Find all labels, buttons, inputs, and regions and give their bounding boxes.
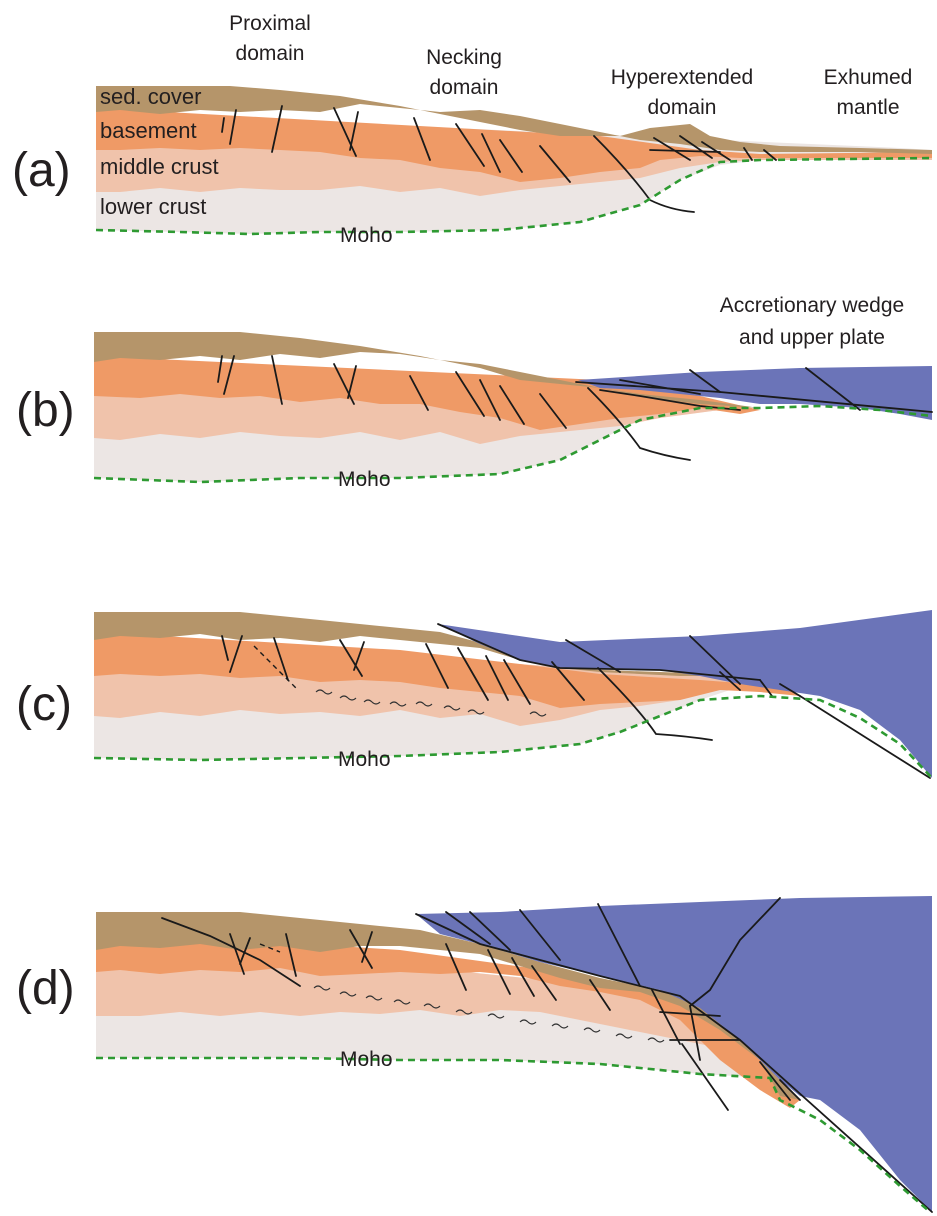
accretionary-label-line2: and upper plate: [739, 326, 885, 349]
moho-label-a: Moho: [340, 224, 393, 247]
moho-line-c: [93, 694, 933, 779]
panel-a-label: (a): [12, 144, 71, 197]
moho-line-a: [95, 156, 933, 236]
upper-plate-d: [416, 896, 932, 1212]
moho-label-d: Moho: [340, 1048, 393, 1071]
faults-d: [161, 897, 933, 1213]
upper-plate-c: [438, 610, 932, 778]
proximal-label-line2: domain: [236, 42, 305, 65]
sed-cover-a: [96, 86, 932, 154]
exhumed-label-line1: Exhumed: [824, 66, 913, 89]
moho-label-b: Moho: [338, 468, 391, 491]
basement-c: [94, 632, 800, 708]
sed-cover-label: sed. cover: [100, 84, 202, 109]
moho-line-d: [96, 1056, 931, 1213]
shear-zone-d: [313, 985, 665, 1043]
shear-zone-c: [315, 689, 547, 717]
basement-b: [94, 356, 760, 430]
middle-crust-label: middle crust: [100, 154, 219, 179]
hyperextended-label-line2: domain: [648, 96, 717, 119]
basement-label: basement: [100, 118, 197, 143]
moho-line-b: [93, 404, 933, 484]
accretionary-label-line1: Accretionary wedge: [720, 294, 904, 317]
necking-label-line1: Necking: [426, 46, 502, 69]
panel-b: (b) Accretionary wedge and upper plate: [16, 294, 933, 491]
panel-a: (a) Moho: [12, 84, 933, 247]
panel-c-label: (c): [16, 678, 72, 731]
sed-cover-c: [94, 612, 760, 678]
domain-labels: Proximal domain Necking domain Hyperexte…: [229, 12, 912, 119]
lower-crust-label: lower crust: [100, 194, 206, 219]
proximal-label-line1: Proximal: [229, 12, 311, 35]
panel-d: (d): [16, 896, 933, 1213]
exhumed-label-line2: mantle: [836, 96, 899, 119]
panel-b-label: (b): [16, 384, 75, 437]
panel-c: (c): [16, 610, 933, 779]
panel-d-label: (d): [16, 962, 75, 1015]
hyperextended-label-line1: Hyperextended: [611, 66, 753, 89]
basement-d: [96, 930, 800, 1108]
moho-label-c: Moho: [338, 748, 391, 771]
faults-a: [221, 105, 777, 213]
faults-c: [221, 623, 931, 779]
basement-a: [96, 108, 932, 182]
necking-label-line2: domain: [430, 76, 499, 99]
sed-cover-b: [94, 332, 760, 408]
